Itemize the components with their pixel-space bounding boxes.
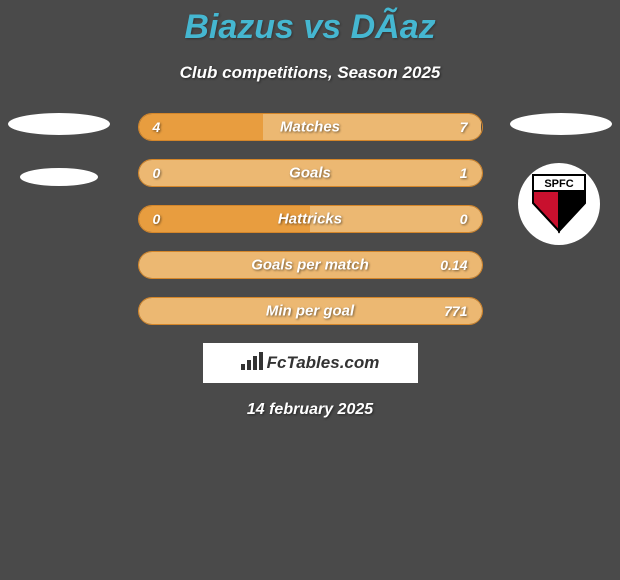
club-badge-right: SPFC [518, 163, 600, 245]
comparison-date: 14 february 2025 [0, 401, 620, 419]
stat-bar: Min per goal 771 [138, 297, 483, 325]
stat-value-left: 0 [153, 165, 161, 181]
player-left-placeholder [8, 113, 110, 186]
stat-label: Hattricks [278, 211, 342, 228]
stat-bar: Goals per match 0.14 [138, 251, 483, 279]
chart-icon [241, 352, 263, 375]
comparison-subtitle: Club competitions, Season 2025 [0, 63, 620, 83]
stat-label: Matches [280, 119, 340, 136]
stat-label: Goals [289, 165, 331, 182]
shadow-ellipse [20, 168, 98, 186]
logo-text: FcTables.com [267, 353, 380, 373]
svg-text:SPFC: SPFC [544, 178, 573, 190]
stat-value-right: 7 [460, 119, 468, 135]
spfc-shield-icon: SPFC [531, 173, 587, 235]
stat-value-right: 771 [444, 303, 467, 319]
stat-value-right: 0 [460, 211, 468, 227]
player-right-placeholder [510, 113, 612, 135]
stat-label: Goals per match [251, 257, 369, 274]
stat-value-left: 0 [153, 211, 161, 227]
stat-bar: Matches 4 7 [138, 113, 483, 141]
fctables-logo: FcTables.com [203, 343, 418, 383]
stat-value-left: 4 [153, 119, 161, 135]
stat-value-right: 1 [460, 165, 468, 181]
shadow-ellipse [510, 113, 612, 135]
comparison-title: Biazus vs DÃ­az [0, 0, 620, 47]
stat-value-right: 0.14 [440, 257, 467, 273]
stat-bar: Hattricks 0 0 [138, 205, 483, 233]
shadow-ellipse [8, 113, 110, 135]
stats-container: Matches 4 7 Goals 0 1 Hattricks 0 0 Goals per mat… [138, 113, 483, 325]
stat-label: Min per goal [266, 303, 354, 320]
stat-bar: Goals 0 1 [138, 159, 483, 187]
content-area: SPFC Matches 4 7 Goals 0 1 Hattricks 0 0 Goals pe… [0, 113, 620, 419]
